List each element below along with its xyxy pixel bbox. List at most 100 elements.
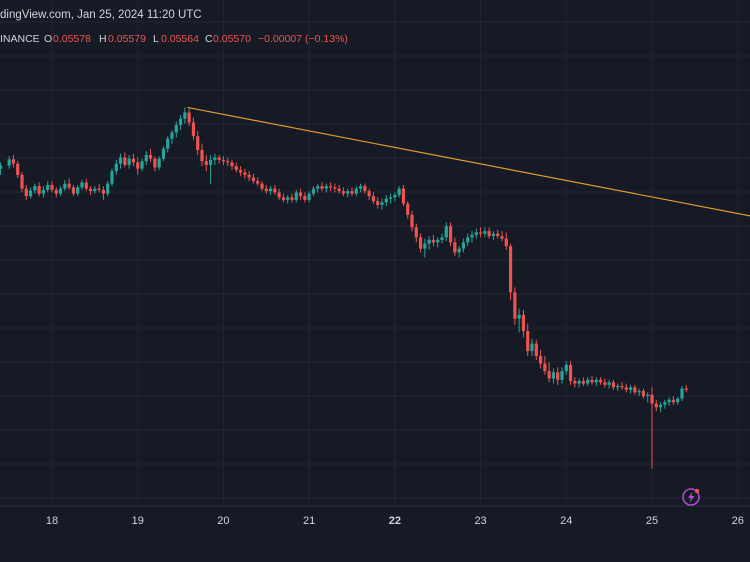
candle	[504, 232, 508, 250]
candle-body	[316, 186, 320, 189]
candle-body	[217, 157, 221, 160]
candle	[483, 227, 487, 238]
candle-body	[483, 231, 487, 234]
candle-body	[620, 386, 624, 388]
candle	[461, 238, 466, 253]
candle	[547, 362, 551, 383]
candle-body	[547, 371, 551, 379]
candle	[230, 159, 234, 170]
ohlc-legend: INANCE O 0.05578 H 0.05579 L 0.05564 C 0…	[0, 33, 348, 45]
candle	[646, 392, 650, 403]
candle	[294, 189, 298, 203]
candle-body	[671, 399, 676, 403]
candle-body	[586, 379, 590, 384]
candle-body	[367, 191, 371, 197]
candle	[93, 186, 97, 194]
candle-body	[50, 184, 54, 190]
candle	[607, 379, 611, 389]
candle-body	[654, 403, 658, 408]
candle	[590, 376, 594, 385]
candle-body	[341, 191, 346, 194]
candle-body	[448, 226, 453, 243]
candle	[303, 192, 307, 203]
x-tick-label: 23	[474, 515, 486, 527]
candle	[521, 309, 526, 338]
trendline[interactable]	[187, 106, 750, 217]
candle-body	[208, 159, 213, 165]
x-tick-label: 24	[560, 515, 572, 527]
candle	[457, 246, 461, 258]
candle	[410, 211, 414, 232]
x-tick-label: 22	[389, 515, 401, 527]
lightning-bolt-logo-icon	[682, 488, 700, 506]
candle-body	[41, 189, 46, 194]
candle	[564, 361, 568, 375]
candle	[76, 184, 80, 197]
candle-body	[200, 149, 204, 162]
candle	[337, 184, 341, 194]
candle	[226, 157, 230, 167]
source-line: dingView.com, Jan 25, 2024 11:20 UTC	[0, 9, 202, 21]
candle	[148, 148, 153, 163]
x-axis-ticks: 18 19 20 21 22 23 24 25 26	[46, 515, 744, 527]
candle	[371, 192, 376, 204]
x-tick-label: 25	[646, 515, 658, 527]
candle	[217, 154, 221, 164]
candle	[414, 223, 418, 243]
candle-body	[504, 238, 508, 247]
candle-body	[560, 371, 564, 380]
candle-body	[234, 166, 238, 170]
candle	[663, 399, 667, 409]
candle-body	[388, 197, 393, 199]
candle-body	[80, 182, 84, 188]
candle-body	[54, 189, 58, 194]
candle	[478, 227, 483, 238]
candle	[166, 136, 170, 153]
candle-body	[191, 122, 196, 137]
x-tick-label: 19	[132, 515, 144, 527]
candle-body	[106, 183, 110, 194]
candle-body	[157, 158, 161, 168]
candle-body	[556, 372, 560, 380]
candle-body	[603, 382, 607, 385]
candle-body	[7, 159, 11, 166]
candle	[101, 186, 106, 200]
candle-body	[328, 186, 333, 188]
candle	[406, 201, 410, 219]
candle-body	[230, 162, 234, 167]
candle-body	[243, 172, 247, 175]
candle	[616, 383, 620, 392]
candle-body	[440, 237, 444, 240]
candle	[123, 152, 127, 168]
candle	[221, 156, 226, 165]
candle	[376, 197, 380, 209]
candle	[624, 383, 628, 393]
candle-body	[384, 198, 388, 203]
candle	[470, 231, 474, 243]
candle-body	[153, 158, 157, 168]
candle-body	[358, 186, 363, 189]
candle	[448, 222, 453, 247]
trendline-layer[interactable]	[187, 106, 750, 217]
candle	[436, 237, 440, 248]
candle-body	[337, 188, 341, 192]
candle-body	[324, 186, 328, 189]
close-label: C	[205, 33, 213, 45]
candle-body	[20, 174, 24, 189]
candle-body	[238, 169, 243, 173]
candle-body	[28, 190, 33, 197]
candle	[213, 153, 217, 165]
candle-body	[298, 192, 303, 197]
candle-body	[24, 188, 28, 197]
candle-body	[624, 387, 628, 390]
candle	[633, 384, 637, 395]
candle	[556, 367, 560, 385]
candle	[114, 159, 118, 175]
candle-body	[110, 171, 114, 184]
candle	[157, 156, 161, 170]
candle	[174, 121, 178, 138]
x-tick-label: 21	[303, 515, 315, 527]
candle-body	[294, 192, 298, 200]
